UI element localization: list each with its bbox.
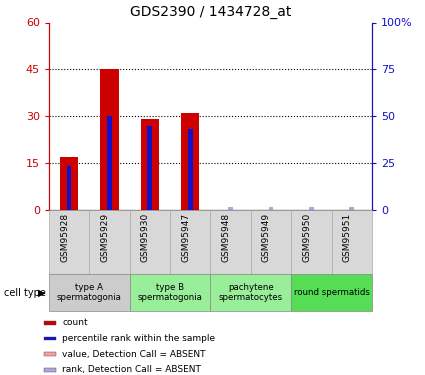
Text: count: count	[62, 318, 88, 327]
Text: GSM95947: GSM95947	[181, 213, 190, 262]
Text: GSM95928: GSM95928	[60, 213, 69, 262]
Bar	[130, 274, 210, 311]
Bar	[141, 119, 159, 210]
Text: value, Detection Call = ABSENT: value, Detection Call = ABSENT	[62, 350, 206, 358]
Text: pachytene
spermatocytes: pachytene spermatocytes	[219, 283, 283, 302]
Text: GSM95948: GSM95948	[221, 213, 230, 262]
Bar	[349, 207, 354, 210]
Bar	[100, 69, 119, 210]
Bar	[309, 207, 314, 210]
Bar	[251, 210, 291, 274]
Text: cell type: cell type	[4, 288, 46, 297]
Bar	[147, 126, 152, 210]
Bar	[228, 207, 233, 210]
Bar	[49, 274, 130, 311]
Text: GSM95949: GSM95949	[262, 213, 271, 262]
Text: rank, Detection Call = ABSENT: rank, Detection Call = ABSENT	[62, 365, 201, 374]
Bar	[210, 274, 291, 311]
Text: GSM95950: GSM95950	[302, 213, 311, 262]
Bar	[332, 210, 372, 274]
Bar	[67, 166, 71, 210]
Bar	[210, 210, 251, 274]
Text: type A
spermatogonia: type A spermatogonia	[57, 283, 122, 302]
Bar	[44, 352, 56, 356]
Bar	[181, 113, 199, 210]
Bar	[44, 321, 56, 325]
Text: percentile rank within the sample: percentile rank within the sample	[62, 334, 215, 343]
Text: GSM95929: GSM95929	[100, 213, 109, 262]
Text: ▶: ▶	[38, 288, 46, 297]
Bar	[188, 129, 193, 210]
Bar	[107, 116, 112, 210]
Bar	[291, 210, 332, 274]
Text: round spermatids: round spermatids	[294, 288, 369, 297]
Text: GSM95951: GSM95951	[343, 213, 351, 262]
Title: GDS2390 / 1434728_at: GDS2390 / 1434728_at	[130, 5, 291, 19]
Bar	[170, 210, 210, 274]
Bar	[60, 157, 78, 210]
Bar	[44, 336, 56, 340]
Bar	[89, 210, 130, 274]
Bar	[291, 274, 372, 311]
Text: type B
spermatogonia: type B spermatogonia	[138, 283, 202, 302]
Bar	[269, 207, 273, 210]
Bar	[49, 210, 89, 274]
Text: GSM95930: GSM95930	[141, 213, 150, 262]
Bar	[44, 368, 56, 372]
Bar	[130, 210, 170, 274]
